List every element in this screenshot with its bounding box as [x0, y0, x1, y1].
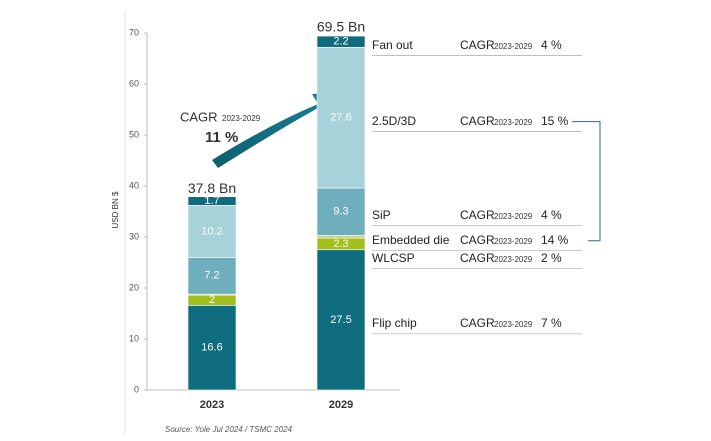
segment-label: 9.3 [333, 206, 348, 218]
segment-label: 16.6 [201, 342, 222, 354]
series-name: WLCSP [372, 251, 415, 265]
growth-arrow [212, 92, 338, 168]
series-name: Flip chip [372, 316, 417, 330]
series-name: Fan out [372, 38, 413, 52]
segment-label: 7.2 [204, 270, 219, 282]
y-tick-label: 70 [129, 27, 139, 37]
y-axis-label: USD BN $ [111, 191, 120, 228]
bracket [572, 121, 601, 242]
total-label: 69.5 Bn [317, 18, 365, 34]
cagr-period: 2023-2029 [494, 42, 533, 51]
y-tick-label: 60 [129, 78, 139, 88]
category-label: 2023 [200, 399, 224, 411]
cagr-period: 2023-2029 [494, 237, 533, 246]
total-label: 37.8 Bn [188, 180, 236, 196]
category-label: 2029 [329, 399, 353, 411]
segment-label: 10.2 [201, 225, 222, 237]
cagr-period: 2023-2029 [494, 255, 533, 264]
y-tick-label: 20 [129, 282, 139, 292]
cagr-period: 2023-2029 [494, 118, 533, 127]
y-tick-label: 50 [129, 129, 139, 139]
bar-segment [316, 46, 366, 189]
bar-segment [187, 305, 237, 391]
cagr-label: CAGR [460, 114, 495, 128]
cagr-label: CAGR [460, 251, 495, 265]
cagr-value: 15 % [541, 114, 569, 128]
cagr-period: 2023-2029 [494, 320, 533, 329]
overall-cagr-period: 2023-2029 [222, 114, 261, 123]
cagr-label: CAGR [460, 208, 495, 222]
segment-label: 27.6 [330, 112, 351, 124]
bar-segment [187, 257, 237, 295]
cagr-value: 7 % [541, 316, 562, 330]
cagr-value: 2 % [541, 251, 562, 265]
bar-segment [187, 196, 237, 206]
cagr-value: 14 % [541, 233, 569, 247]
y-tick-label: 0 [134, 384, 139, 394]
segment-label: 1.7 [204, 195, 219, 207]
y-tick-label: 30 [129, 231, 139, 241]
cagr-label: CAGR [460, 233, 495, 247]
segment-label: 2 [209, 294, 215, 306]
series-name: Embedded die [372, 233, 450, 247]
y-tick-label: 40 [129, 180, 139, 190]
segment-label: 27.5 [330, 314, 351, 326]
cagr-value: 4 % [541, 38, 562, 52]
segment-label: 2.3 [333, 238, 348, 250]
series-name: SiP [372, 208, 391, 222]
series-name: 2.5D/3D [372, 114, 416, 128]
source: Source: Yole Jul 2024 / TSMC 2024 [165, 425, 293, 434]
overall-cagr-value: 11 % [205, 129, 238, 146]
segment-label: 2.2 [333, 36, 348, 48]
y-tick-label: 10 [129, 333, 139, 343]
bar-segment [316, 35, 366, 48]
bar-segment [316, 249, 366, 391]
cagr-label: CAGR [460, 316, 495, 330]
cagr-label: CAGR [460, 38, 495, 52]
overall-cagr-label: CAGR [180, 109, 218, 124]
bar-segment [187, 205, 237, 258]
cagr-period: 2023-2029 [494, 212, 533, 221]
cagr-value: 4 % [541, 208, 562, 222]
